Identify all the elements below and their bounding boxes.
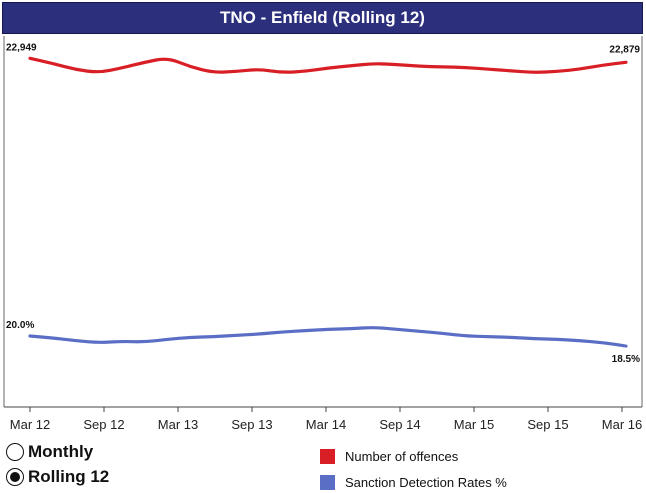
x-tick-label: Mar 13 [158,417,198,432]
line-chart: Mar 12 Sep 12 Mar 13 Sep 13 Mar 14 Sep 14 Mar … [3,36,643,432]
series-line-offences [28,56,628,74]
series-line-detection [28,326,628,348]
chart-title: TNO - Enfield (Rolling 12) [2,2,643,34]
series-layer: 22,949 22,879 20.0% 18.5% [6,42,640,365]
legend-item-detection: Sanction Detection Rates % [320,475,507,490]
x-tick-label: Sep 13 [231,417,272,432]
series-start-label: 20.0% [6,320,34,331]
legend-label-detection: Sanction Detection Rates % [345,475,507,490]
x-tick-label: Mar 12 [10,417,50,432]
series-start-label: 22,949 [6,42,37,53]
legend-swatch-detection [320,475,335,490]
x-tick-label: Sep 12 [83,417,124,432]
legend-swatch-offences [320,449,335,464]
monthly-radio-circle[interactable] [6,443,24,461]
rolling-radio-label: Rolling 12 [28,467,110,486]
monthly-radio[interactable]: Monthly [6,442,93,462]
x-tick-label: Sep 15 [527,417,568,432]
legend-item-offences: Number of offences [320,449,458,464]
x-tick-label: Mar 15 [454,417,494,432]
radio-selected-dot [10,472,20,482]
monthly-radio-label: Monthly [28,442,94,461]
series-end-label: 18.5% [612,354,640,365]
x-tick-label: Mar 14 [306,417,346,432]
x-tick-label: Mar 16 [602,417,642,432]
rolling-radio-circle[interactable] [6,468,24,486]
x-tick-label: Sep 14 [379,417,420,432]
rolling-radio[interactable]: Rolling 12 [6,467,109,487]
legend-label-offences: Number of offences [345,449,459,464]
x-axis-ticks: Mar 12 Sep 12 Mar 13 Sep 13 Mar 14 Sep 14 Mar … [10,407,642,432]
series-end-label: 22,879 [609,44,640,55]
